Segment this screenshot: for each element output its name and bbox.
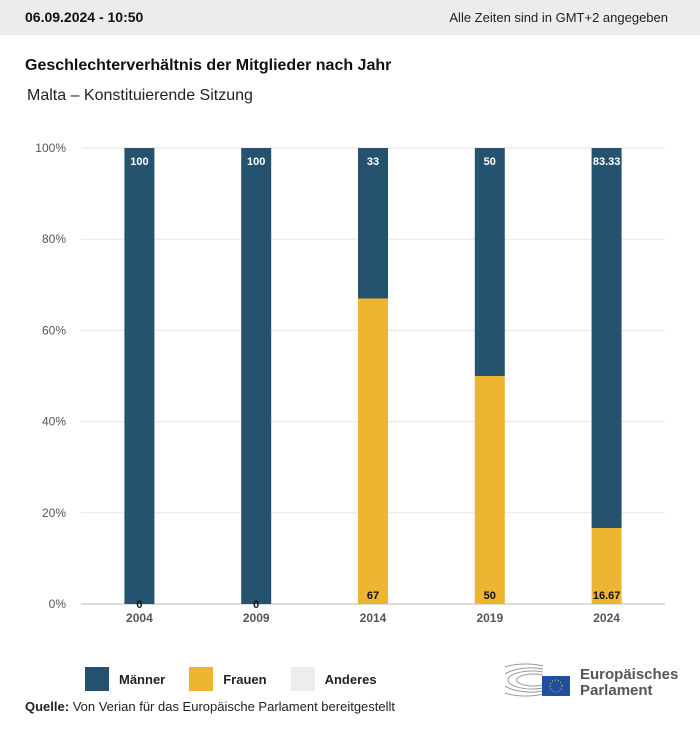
bar-frauen-2024 [591,527,622,604]
top-bar: 06.09.2024 - 10:50 Alle Zeiten sind in G… [0,0,700,35]
bar-männer-2019 [474,148,505,376]
data-label-frauen: 16.67 [593,590,621,602]
legend-label: Anderes [324,671,377,687]
legend-item-anderes: Anderes [290,667,377,691]
source-label: Quelle: [25,699,70,714]
datetime: 06.09.2024 - 10:50 [25,9,144,25]
legend-swatch [290,667,315,691]
bar-männer-2009 [241,148,272,604]
bar-frauen-2014 [358,298,388,604]
y-tick-label: 0% [49,597,67,611]
y-tick-label: 80% [42,232,66,246]
logo-line: Europäisches [580,666,679,683]
legend-label: Männer [119,671,166,687]
legend-item-maenner: Männer [85,667,165,691]
bar-männer-2024 [591,148,622,528]
data-label-maenner: 33 [367,156,379,168]
x-tick-label: 2004 [126,611,153,625]
legend: Männer Frauen Anderes [85,667,401,691]
legend-swatch [85,667,109,691]
x-tick-label: 2024 [593,611,620,625]
bar-männer-2014 [358,148,388,299]
legend-label: Frauen [223,671,267,687]
logo-line: Parlament [580,682,653,699]
data-label-frauen: 50 [484,590,496,602]
y-tick-label: 20% [42,506,66,520]
chart-subtitle: Malta – Konstituierende Sitzung [27,87,253,104]
bar-männer-2004 [124,148,155,604]
data-label-maenner: 83.33 [593,156,621,168]
data-label-maenner: 50 [484,156,496,168]
logo-text: Europäisches Parlament [580,667,678,699]
timezone-note: Alle Zeiten sind in GMT+2 angegeben [449,10,668,25]
source: Quelle: Von Verian für das Europäische P… [25,699,395,714]
chart-title: Geschlechterverhältnis der Mitglieder na… [25,57,392,74]
legend-item-frauen: Frauen [189,667,267,691]
data-label-frauen: 0 [253,599,259,611]
chart: 0%20%40%60%80%100%1000200410002009336720… [35,141,665,625]
data-label-maenner: 100 [247,156,265,168]
y-tick-label: 100% [35,141,66,155]
y-tick-label: 40% [42,415,66,429]
x-tick-label: 2014 [360,611,387,625]
source-text: Von Verian für das Europäische Parlament… [72,699,396,714]
parliament-logo [505,663,570,697]
data-label-frauen: 67 [367,590,379,602]
bar-frauen-2019 [474,376,505,604]
x-tick-label: 2019 [476,611,503,625]
legend-swatch [189,667,214,691]
x-tick-label: 2009 [243,611,270,625]
data-label-frauen: 0 [136,599,142,611]
y-tick-label: 60% [42,323,66,337]
data-label-maenner: 100 [130,156,148,168]
